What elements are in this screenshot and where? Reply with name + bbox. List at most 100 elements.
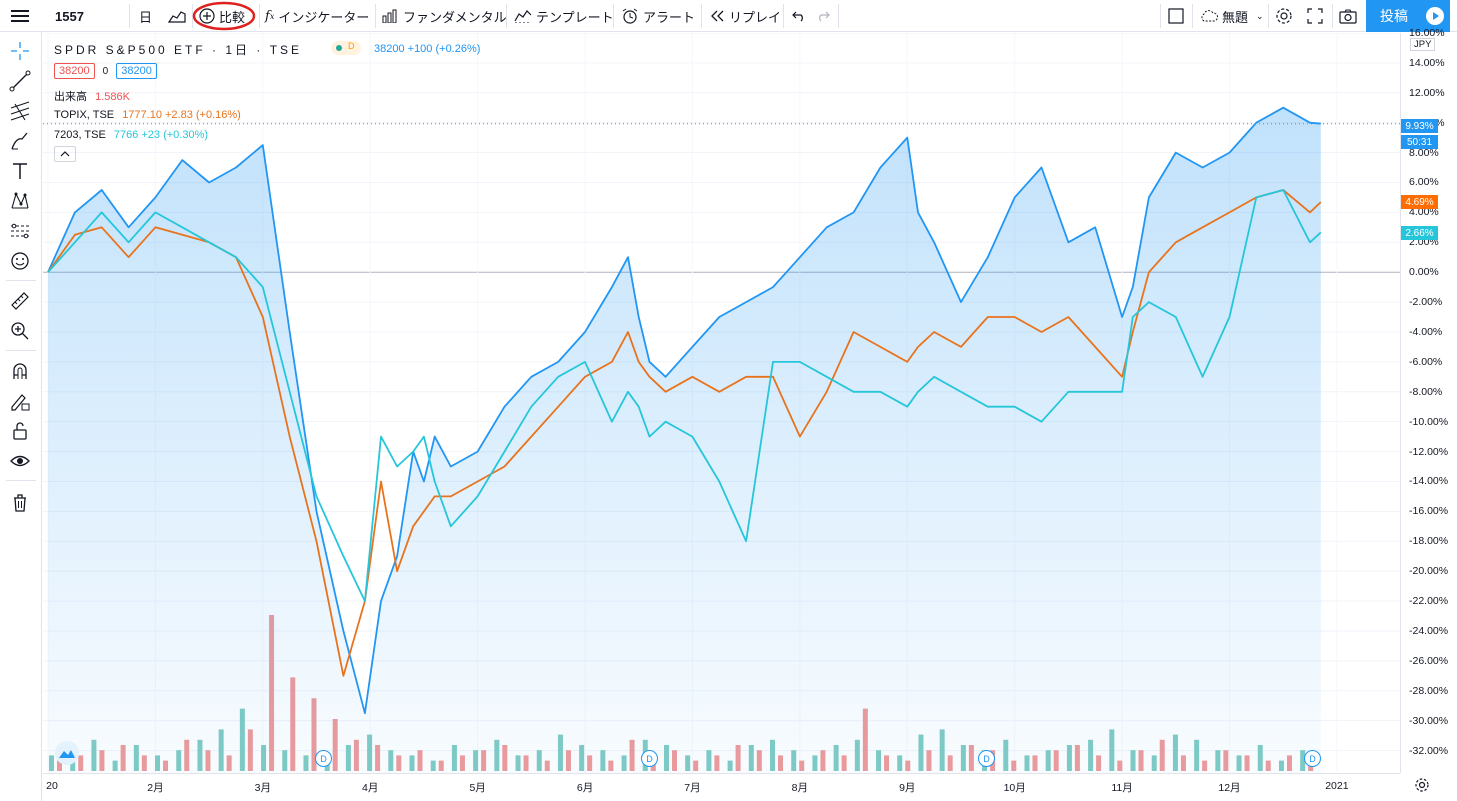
crosshair-icon[interactable]	[9, 40, 31, 62]
redo-icon[interactable]	[816, 0, 830, 32]
countdown-badge: 50:31	[1401, 135, 1438, 149]
ruler-icon[interactable]	[9, 290, 31, 312]
drawing-toolbar	[0, 32, 42, 801]
indicators-label: インジケーター	[278, 9, 370, 25]
compare-button[interactable]: 比較	[199, 0, 245, 32]
y-tick-label: -4.00%	[1409, 325, 1443, 338]
x-tick-label: 2021	[1325, 780, 1349, 792]
post-button[interactable]: 投稿	[1366, 0, 1450, 32]
y-tick-label: -14.00%	[1409, 475, 1449, 488]
dividend-marker[interactable]: D	[1304, 750, 1321, 767]
lock-pencil-icon[interactable]	[9, 390, 31, 412]
logo-icon[interactable]	[55, 741, 79, 765]
y-tick-label: 8.00%	[1409, 146, 1439, 159]
dividend-marker[interactable]: D	[315, 750, 332, 767]
x-tick-label: 20	[46, 780, 58, 792]
ask-box[interactable]: 38200	[116, 63, 157, 79]
pattern-tool-icon[interactable]	[9, 190, 31, 212]
fundamentals-button[interactable]: ファンダメンタル	[382, 0, 507, 32]
y-tick-label: -26.00%	[1409, 654, 1449, 667]
y-tick-label: 14.00%	[1409, 56, 1445, 69]
collapse-legend-button[interactable]	[54, 146, 76, 162]
fullscreen-box-icon[interactable]	[1168, 0, 1184, 32]
y-tick-label: -28.00%	[1409, 684, 1449, 697]
market-status-badge[interactable]: D	[331, 41, 361, 55]
text-tool-icon[interactable]	[9, 160, 31, 182]
topix-price-badge: 4.69%	[1401, 195, 1438, 209]
chart-canvas[interactable]	[43, 33, 1400, 773]
time-axis[interactable]: 20 2月 3月 4月 5月 6月 7月 8月 9月 10月 11月 12月 2021	[43, 773, 1400, 801]
price-axis[interactable]: 16.00%14.00%12.00%10.00%8.00%6.00%4.00%2…	[1400, 27, 1457, 773]
chevron-up-icon	[60, 151, 70, 157]
chart-pane[interactable]: SPDR S&P500 ETF · 1日 · TSE D 38200 +100 …	[43, 33, 1400, 773]
volume-legend[interactable]: 出来高 1.586K	[54, 88, 130, 104]
series-line-7203	[47, 189, 1322, 602]
y-tick-label: -8.00%	[1409, 385, 1443, 398]
compare-7203-legend[interactable]: 7203, TSE 7766 +23 (+0.30%)	[54, 129, 208, 141]
y-tick-label: -32.00%	[1409, 744, 1449, 757]
bid-ask-row: 38200 0 38200	[54, 63, 157, 79]
settings-gear-icon[interactable]	[1275, 0, 1293, 32]
dividend-marker[interactable]: D	[641, 750, 658, 767]
x-tick-label: 7月	[684, 782, 701, 794]
main-series-area	[48, 107, 1321, 773]
replay-button[interactable]: リプレイ	[709, 0, 781, 32]
compare-label: 比較	[219, 9, 246, 25]
menu-icon[interactable]	[4, 0, 36, 32]
y-tick-label: -20.00%	[1409, 565, 1449, 578]
x-tick-label: 12月	[1218, 782, 1241, 794]
undo-icon[interactable]	[792, 0, 806, 32]
x-tick-label: 4月	[362, 782, 379, 794]
magnet-icon[interactable]	[9, 360, 31, 382]
y-tick-label: -10.00%	[1409, 415, 1449, 428]
currency-label[interactable]: JPY	[1410, 38, 1436, 51]
trend-line-icon[interactable]	[9, 70, 31, 92]
x-tick-label: 8月	[791, 782, 809, 794]
camera-icon[interactable]	[1339, 0, 1357, 32]
toyota-label: 7203, TSE	[54, 129, 106, 141]
zoom-icon[interactable]	[9, 320, 31, 342]
y-tick-label: -2.00%	[1409, 296, 1443, 309]
brush-icon[interactable]	[9, 130, 31, 152]
topix-value: 1777.10 +2.83 (+0.16%)	[122, 109, 241, 121]
annotation-ellipse	[192, 1, 256, 31]
interval-button[interactable]: 日	[139, 9, 153, 25]
fib-tool-icon[interactable]	[9, 100, 31, 122]
x-tick-label: 6月	[576, 782, 594, 794]
bar-chart-icon	[382, 9, 398, 23]
chart-settings-gear-icon[interactable]	[1414, 777, 1430, 798]
prediction-tool-icon[interactable]	[9, 220, 31, 242]
unlock-icon[interactable]	[9, 420, 31, 442]
templates-button[interactable]: テンプレート	[514, 0, 614, 32]
y-tick-label: 6.00%	[1409, 176, 1439, 189]
spread-value: 0	[102, 66, 109, 77]
play-icon	[1426, 7, 1444, 25]
alarm-clock-icon	[621, 8, 639, 24]
status-letter: D	[348, 41, 355, 51]
y-tick-label: -12.00%	[1409, 445, 1449, 458]
symbol-search[interactable]: 1557	[55, 8, 84, 24]
main-symbol-title[interactable]: SPDR S&P500 ETF · 1日 · TSE	[54, 43, 303, 57]
y-tick-label: 4.00%	[1409, 206, 1439, 219]
trash-icon[interactable]	[9, 492, 31, 514]
y-tick-label: 12.00%	[1409, 86, 1445, 99]
x-tick-label: 3月	[254, 782, 271, 794]
compare-topix-legend[interactable]: TOPIX, TSE 1777.10 +2.83 (+0.16%)	[54, 109, 241, 121]
layout-name-button[interactable]: 無題 ⌄	[1199, 0, 1264, 32]
bid-box[interactable]: 38200	[54, 63, 95, 79]
replay-label: リプレイ	[729, 9, 782, 25]
main-quote: 38200 +100 (+0.26%)	[374, 43, 481, 55]
toyota-price-badge: 2.66%	[1401, 226, 1438, 240]
emoji-icon[interactable]	[9, 250, 31, 272]
dividend-marker[interactable]: D	[978, 750, 995, 767]
fundamentals-label: ファンダメンタル	[403, 9, 507, 25]
alert-button[interactable]: アラート	[621, 0, 695, 32]
eye-icon[interactable]	[9, 450, 31, 472]
expand-icon[interactable]	[1307, 0, 1323, 32]
y-tick-label: -18.00%	[1409, 535, 1449, 548]
chart-style-icon[interactable]	[168, 0, 186, 32]
y-tick-label: -24.00%	[1409, 624, 1449, 637]
y-tick-label: -22.00%	[1409, 595, 1449, 608]
